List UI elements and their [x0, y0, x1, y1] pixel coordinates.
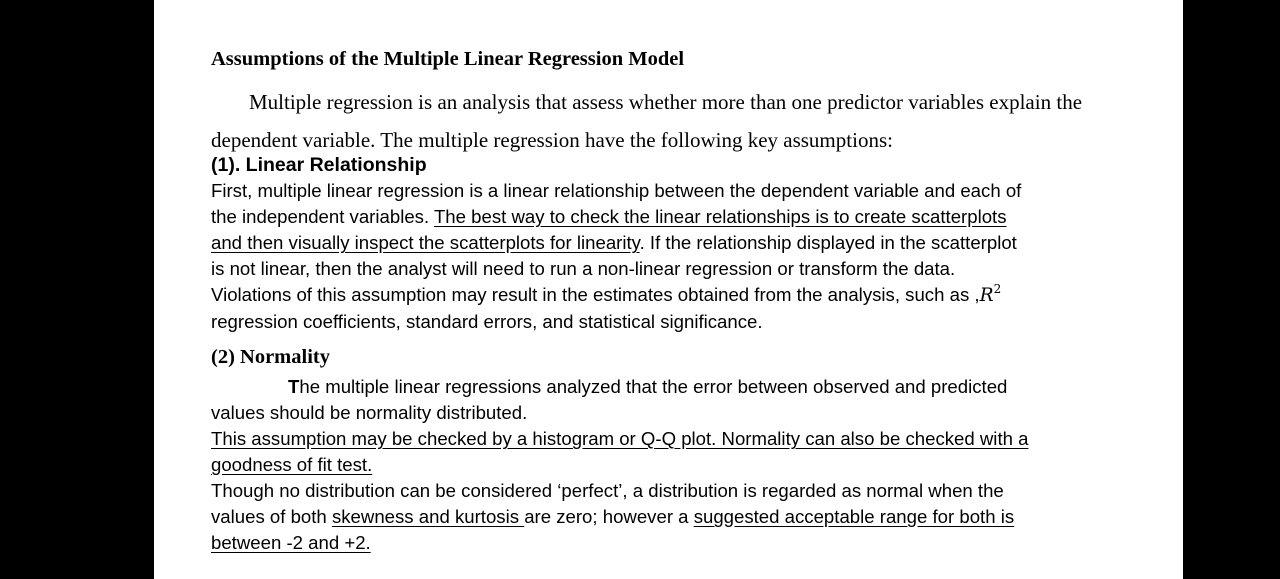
intro-line-2: the dependent variable. The multiple reg… [211, 90, 1083, 152]
section-2-heading: (2) Normality [211, 346, 330, 368]
text-run: regression coefficients, standard errors… [211, 311, 763, 332]
section-2-line: Though no distribution can be considered… [211, 478, 1111, 504]
section-1-heading: (1). Linear Relationship [211, 154, 427, 176]
underlined-text: goodness of fit test. [211, 454, 373, 475]
intro-line-1: Multiple regression is an analysis that … [249, 90, 1052, 114]
section-2-paragraph: The multiple linear regressions analyzed… [211, 374, 1111, 556]
section-1-line: is not linear, then the analyst will nee… [211, 256, 1111, 282]
r-squared-symbol: R2 [979, 282, 1002, 306]
underlined-text: The best way to check the linear relatio… [433, 206, 1007, 227]
section-1-paragraph: First, multiple linear regression is a l… [211, 178, 1111, 335]
document-title: Assumptions of the Multiple Linear Regre… [211, 48, 685, 70]
section-1-line: and then visually inspect the scatterplo… [211, 230, 1111, 256]
text-run: he multiple linear regressions analyzed … [299, 376, 1008, 397]
text-run: Though no distribution can be considered… [211, 480, 1004, 501]
section-2-line: goodness of fit test. [211, 452, 1111, 478]
section-2-line: values should be normality distributed. [211, 400, 1111, 426]
text-run: the independent variables. [211, 206, 434, 227]
section-2-line: This assumption may be checked by a hist… [211, 426, 1111, 452]
drop-letter: T [288, 376, 300, 397]
text-run: Violations of this assumption may result… [211, 284, 980, 305]
underlined-text: suggested acceptable range for both is [693, 506, 1015, 527]
underlined-text: between -2 and +2. [211, 532, 371, 553]
section-2-line: values of both skewness and kurtosis are… [211, 504, 1111, 530]
section-1-line: regression coefficients, standard errors… [211, 309, 1111, 335]
document-page: Assumptions of the Multiple Linear Regre… [154, 0, 1183, 579]
text-run: values should be normality distributed. [211, 402, 528, 423]
section-1-line: the independent variables. The best way … [211, 204, 1111, 230]
intro-paragraph: Multiple regression is an analysis that … [211, 83, 1082, 159]
underlined-text: and then visually inspect the scatterplo… [211, 232, 640, 253]
section-2-line: between -2 and +2. [211, 530, 1111, 556]
text-run: is not linear, then the analyst will nee… [211, 258, 956, 279]
text-run: . If the relationship displayed in the s… [639, 232, 1017, 253]
text-run: are zero; however a [524, 506, 694, 527]
section-1-line: First, multiple linear regression is a l… [211, 178, 1111, 204]
text-run: values of both [211, 506, 332, 527]
underlined-text: This assumption may be checked by a hist… [211, 428, 1029, 449]
section-1-line: Violations of this assumption may result… [211, 282, 1111, 309]
text-run: First, multiple linear regression is a l… [211, 180, 1022, 201]
document-content: Assumptions of the Multiple Linear Regre… [211, 45, 1111, 556]
section-2-line: The multiple linear regressions analyzed… [211, 374, 1111, 400]
underlined-text: skewness and kurtosis [331, 506, 525, 527]
